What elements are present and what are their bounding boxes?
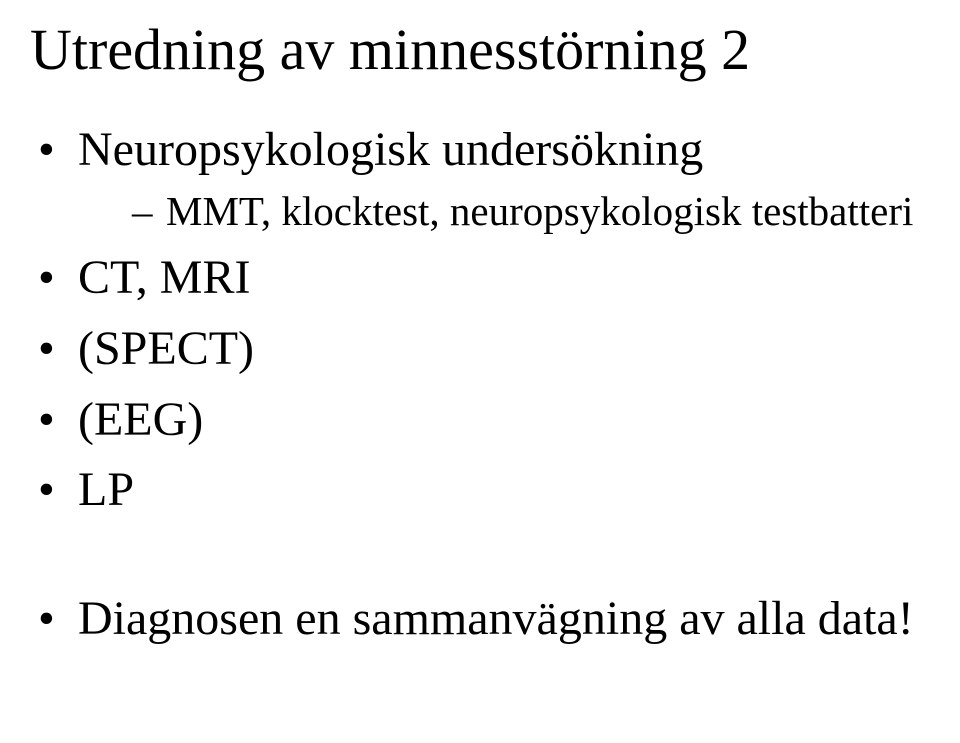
bullet-item: CT, MRI — [30, 246, 930, 311]
slide-title: Utredning av minnesstörning 2 — [30, 18, 930, 82]
spacer — [30, 529, 930, 587]
sub-bullet-item: MMT, klocktest, neuropsykologisk testbat… — [132, 183, 930, 240]
bullet-item: Diagnosen en sammanvägning av alla data! — [30, 587, 930, 652]
bullet-text: Neuropsykologisk undersökning — [78, 123, 703, 176]
bullet-item: LP — [30, 458, 930, 523]
bullet-list: Neuropsykologisk undersökning MMT, klock… — [30, 118, 930, 523]
bullet-list-closing: Diagnosen en sammanvägning av alla data! — [30, 587, 930, 652]
bullet-item: Neuropsykologisk undersökning MMT, klock… — [30, 118, 930, 240]
bullet-item: (EEG) — [30, 388, 930, 453]
bullet-text: Diagnosen en sammanvägning av alla data! — [78, 592, 914, 645]
bullet-text: LP — [78, 463, 134, 516]
sub-bullet-text: MMT, klocktest, neuropsykologisk testbat… — [166, 188, 913, 234]
bullet-item: (SPECT) — [30, 317, 930, 382]
slide: Utredning av minnesstörning 2 Neuropsyko… — [0, 0, 960, 743]
bullet-text: (EEG) — [78, 393, 203, 446]
bullet-text: (SPECT) — [78, 322, 254, 375]
sub-bullet-list: MMT, klocktest, neuropsykologisk testbat… — [78, 183, 930, 240]
bullet-text: CT, MRI — [78, 251, 250, 304]
